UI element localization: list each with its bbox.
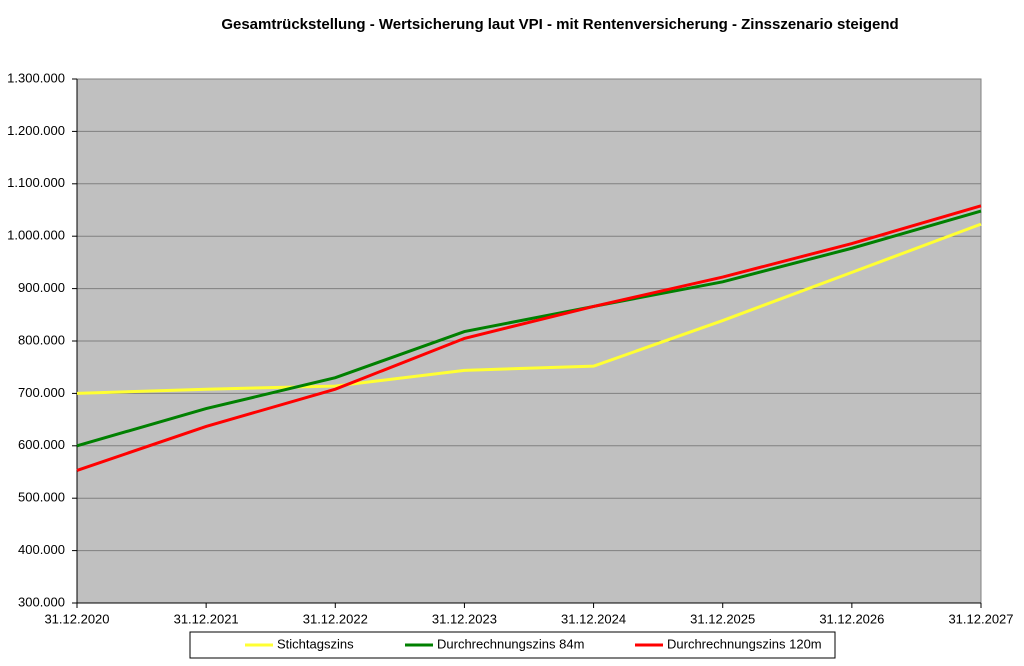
y-tick-label: 1.100.000 — [7, 175, 65, 190]
y-tick-label: 1.300.000 — [7, 70, 65, 85]
series-line — [76, 209, 982, 448]
y-tick-label: 700.000 — [18, 385, 65, 400]
y-tick-label: 1.200.000 — [7, 123, 65, 138]
x-tick-label: 31.12.2025 — [690, 611, 755, 626]
y-tick-label: 500.000 — [18, 490, 65, 505]
x-tick-label: 31.12.2020 — [44, 611, 109, 626]
series-line — [76, 222, 982, 395]
y-tick-label: 600.000 — [18, 437, 65, 452]
x-tick-label: 31.12.2023 — [432, 611, 497, 626]
series-line — [76, 204, 982, 472]
x-tick-label: 31.12.2021 — [174, 611, 239, 626]
y-tick-label: 900.000 — [18, 280, 65, 295]
x-tick-label: 31.12.2022 — [303, 611, 368, 626]
x-tick-label: 31.12.2026 — [819, 611, 884, 626]
y-tick-label: 400.000 — [18, 542, 65, 557]
legend-label: Durchrechnungszins 120m — [667, 636, 822, 651]
legend-label: Durchrechnungszins 84m — [437, 636, 584, 651]
y-tick-label: 1.000.000 — [7, 228, 65, 243]
x-tick-label: 31.12.2024 — [561, 611, 626, 626]
legend-label: Stichtagszins — [277, 636, 354, 651]
chart-title: Gesamtrückstellung - Wertsicherung laut … — [221, 16, 898, 33]
y-tick-label: 800.000 — [18, 332, 65, 347]
legend — [189, 631, 836, 659]
x-tick-label: 31.12.2027 — [948, 611, 1013, 626]
y-tick-label: 300.000 — [18, 594, 65, 609]
